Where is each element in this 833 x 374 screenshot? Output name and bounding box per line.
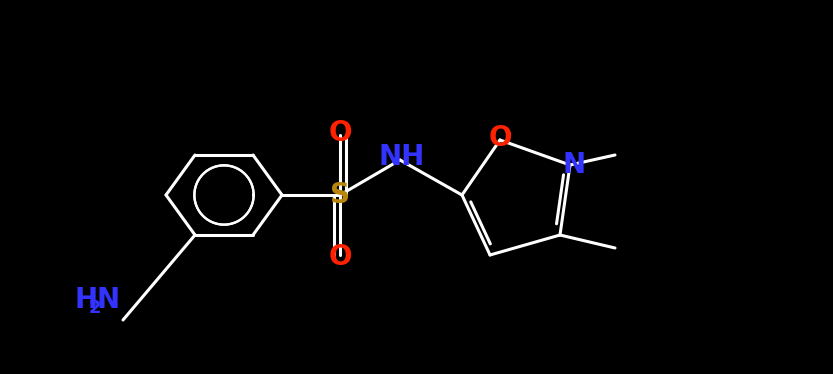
Text: NH: NH — [379, 143, 425, 171]
Text: S: S — [330, 181, 350, 209]
Text: H: H — [75, 286, 98, 314]
Text: 2: 2 — [89, 299, 102, 317]
Text: O: O — [328, 119, 352, 147]
Text: O: O — [488, 124, 511, 152]
Text: O: O — [328, 243, 352, 271]
Text: N: N — [562, 151, 586, 179]
Text: N: N — [97, 286, 120, 314]
